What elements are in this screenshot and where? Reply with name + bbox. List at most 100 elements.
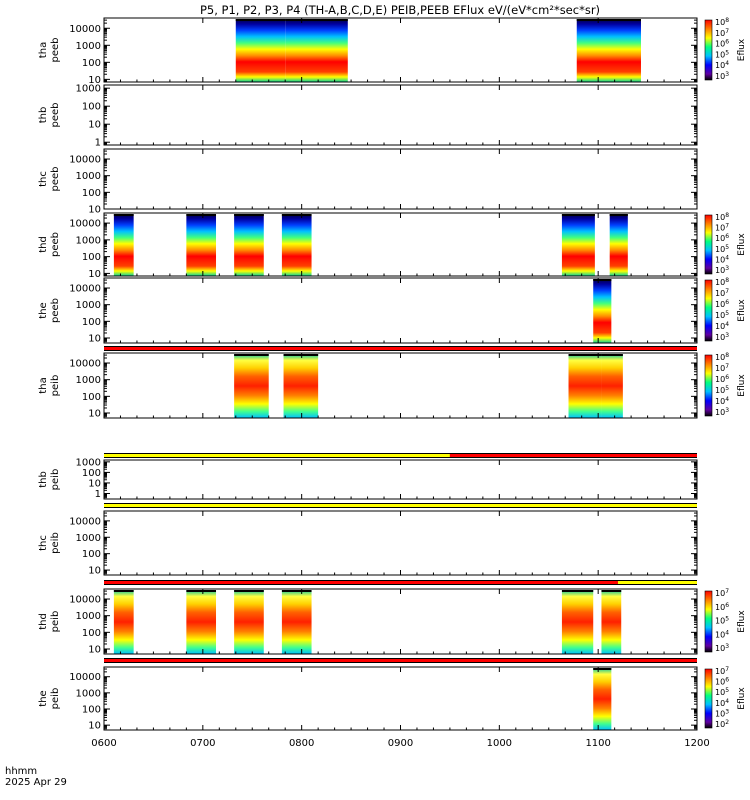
colorbar-tick-label: 108	[715, 17, 729, 27]
spectrogram-block	[281, 214, 312, 276]
panel-probe-label: tha	[38, 42, 49, 58]
x-axis-label-line1: hhmm	[5, 766, 37, 777]
colorbar-tick-label: 104	[715, 321, 729, 331]
spectrogram-block-cap	[234, 354, 269, 356]
y-tick-label: 100	[82, 468, 101, 479]
colorbar-tick-label: 107	[715, 288, 729, 298]
spectrogram-block-cap	[593, 279, 612, 281]
y-tick-label: 1000	[76, 457, 101, 468]
spectrogram-block-cap	[186, 590, 217, 592]
y-tick-label: 10	[88, 205, 101, 216]
spectrogram-block-cap	[568, 354, 602, 356]
panel-frame	[103, 459, 698, 500]
panel-instrument-label: peeb	[50, 232, 61, 257]
y-tick-label: 1	[95, 489, 101, 500]
spectrogram-block-cap	[593, 668, 612, 670]
x-axis-label-line2: 2025 Apr 29	[5, 777, 67, 788]
colorbar-label: Eflux	[737, 374, 747, 397]
colorbar-label: Eflux	[737, 299, 747, 322]
colorbar-tick-label: 102	[715, 719, 729, 729]
spectrogram-block-cap	[281, 214, 312, 216]
y-tick-label: 100	[82, 628, 101, 639]
spectrogram-block-cap	[609, 214, 628, 216]
panel-instrument-label: peeb	[50, 38, 61, 63]
panel-instrument-label: peib	[50, 688, 61, 710]
spectrogram-block	[568, 354, 602, 418]
x-tick-label: 1100	[585, 738, 610, 749]
x-axis: hhmm 2025 Apr 29 0600 0700 0800 0900 1000 110…	[5, 738, 710, 788]
panel-instrument-label: peeb	[50, 298, 61, 323]
y-tick-label: 100	[82, 392, 101, 403]
colorbar	[704, 214, 713, 275]
spectrogram-block	[234, 590, 264, 654]
spectrogram-block	[609, 214, 628, 276]
flag-bar-segment	[104, 347, 697, 350]
y-tick-label: 10	[88, 408, 101, 419]
spectrogram-block	[561, 590, 594, 654]
y-tick-label: 10000	[69, 595, 101, 606]
colorbar-tick-label: 103	[715, 407, 729, 417]
spectrogram-block-cap	[285, 19, 348, 21]
colorbar-tick-label: 104	[715, 698, 729, 708]
spectrogram-block-cap	[113, 214, 134, 216]
colorbar-tick-label: 106	[715, 233, 729, 243]
flag-bar-segment	[617, 581, 697, 584]
colorbar-tick-label: 104	[715, 629, 729, 639]
colorbar-tick-label: 104	[715, 60, 729, 70]
colorbar-tick-label: 107	[715, 28, 729, 38]
panel-frame	[103, 84, 698, 146]
flag-bar-segment	[104, 454, 450, 457]
y-tick-label: 10	[88, 721, 101, 732]
colorbar-tick-label: 105	[715, 687, 729, 697]
colorbar	[704, 279, 713, 342]
spectrogram-block	[576, 19, 641, 82]
panel-frame	[103, 148, 698, 210]
y-tick-label: 10000	[69, 672, 101, 683]
panel-probe-label: thb	[38, 107, 49, 124]
colorbar-tick-label: 105	[715, 49, 729, 59]
flag-bar-segment	[104, 504, 697, 507]
panel-thb-peeb: 1 10 100 1000 thb peeb	[38, 84, 698, 149]
colorbar	[704, 19, 713, 81]
y-tick-label: 10000	[69, 219, 101, 230]
colorbar-tick-label: 108	[715, 212, 729, 222]
colorbar-tick-label: 103	[715, 643, 729, 653]
spectrogram-block	[186, 590, 217, 654]
y-tick-label: 1000	[76, 533, 101, 544]
spectrogram-block	[234, 214, 264, 276]
spectrogram-block	[601, 590, 622, 654]
panel-probe-label: thb	[38, 471, 49, 488]
y-tick-label: 10000	[69, 516, 101, 527]
panel-probe-label: tha	[38, 377, 49, 393]
y-tick-label: 1000	[76, 300, 101, 311]
panel-probe-label: thd	[38, 613, 49, 630]
colorbar-tick-label: 107	[715, 223, 729, 233]
colorbar-tick-label: 106	[715, 299, 729, 309]
y-tick-label: 10	[88, 75, 101, 86]
y-tick-label: 1000	[76, 235, 101, 246]
spectrogram-block-cap	[234, 214, 264, 216]
flag-bar-segment	[104, 659, 697, 662]
panel-instrument-label: peib	[50, 611, 61, 633]
spectrogram-block	[285, 19, 348, 82]
spectrogram-block	[601, 354, 623, 418]
colorbar-label: Eflux	[737, 687, 747, 710]
panel-frame	[103, 510, 698, 576]
colorbar-label: Eflux	[737, 233, 747, 256]
spectrogram-block-cap	[234, 590, 264, 592]
y-tick-label: 10000	[69, 359, 101, 370]
spectrogram-block-cap	[281, 590, 312, 592]
colorbar-label: Eflux	[737, 610, 747, 633]
panel-probe-label: the	[38, 690, 49, 706]
y-tick-label: 1000	[76, 688, 101, 699]
y-tick-label: 1	[95, 138, 101, 149]
x-tick-label: 0600	[91, 738, 116, 749]
colorbar-tick-label: 107	[715, 666, 729, 676]
colorbar-label: Eflux	[737, 38, 747, 61]
colorbar-tick-label: 106	[715, 602, 729, 612]
